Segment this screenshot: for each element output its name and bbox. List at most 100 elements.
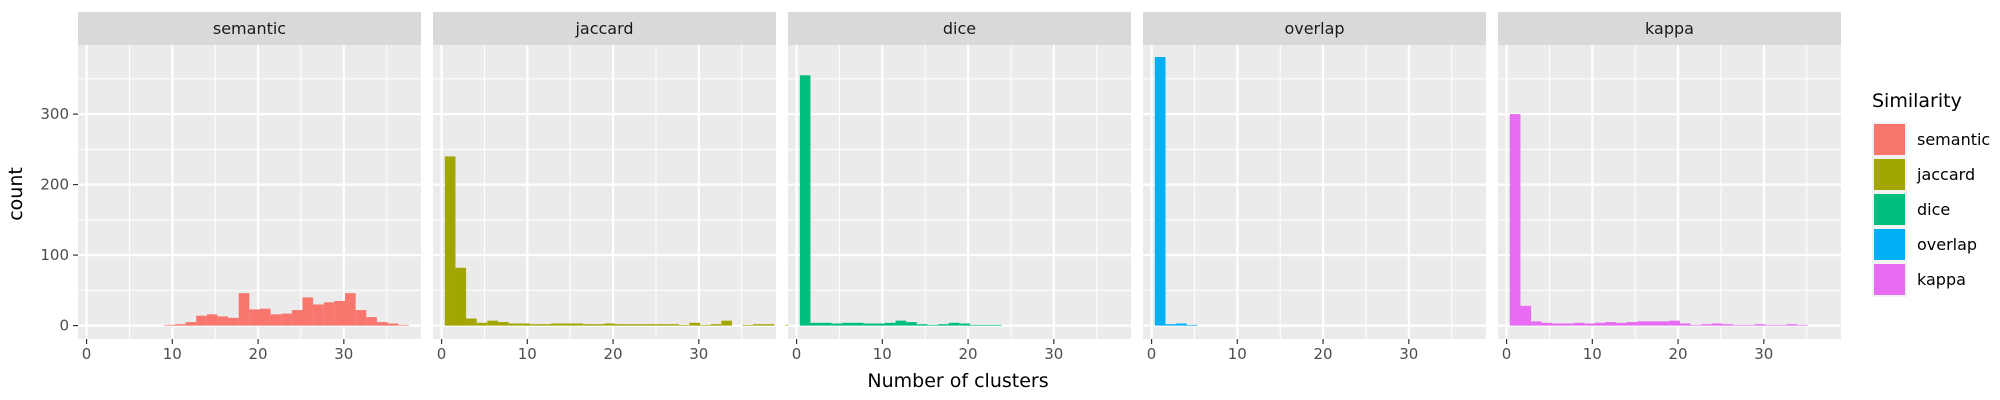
- histogram-bar: [1541, 322, 1553, 326]
- histogram-bar: [668, 324, 679, 326]
- facet-strip-kappa: [1498, 12, 1841, 45]
- legend-label: dice: [1917, 200, 1950, 219]
- y-axis-title: count: [5, 167, 27, 221]
- legend-swatch: [1874, 124, 1905, 155]
- facet-strip-label-semantic: semantic: [213, 19, 286, 38]
- histogram-bar: [874, 323, 885, 326]
- legend-item-overlap: overlap: [1872, 227, 1977, 262]
- facet-jaccard: jaccard 0 10 20 30: [433, 12, 807, 363]
- x-tick-label: 10: [873, 345, 892, 363]
- y-tick-label: 0: [59, 317, 69, 335]
- histogram-bar: [444, 156, 456, 326]
- y-tick-label: 300: [40, 105, 69, 123]
- histogram-bar: [916, 324, 928, 326]
- histogram-bar: [249, 309, 260, 326]
- histogram-bar: [927, 324, 939, 326]
- x-tick-label: 20: [249, 345, 268, 363]
- facet-strip-label-kappa: kappa: [1645, 19, 1694, 38]
- histogram-bar: [742, 324, 754, 326]
- histogram-bar: [884, 322, 896, 326]
- x-tick-label: 30: [1399, 345, 1418, 363]
- histogram-bar: [810, 322, 822, 326]
- histogram-bar: [852, 322, 864, 326]
- histogram-bar: [1637, 321, 1649, 326]
- legend-item-semantic: semantic: [1872, 122, 1990, 157]
- histogram-bar: [1743, 324, 1755, 326]
- histogram-bar: [1648, 321, 1659, 326]
- histogram-bar: [948, 322, 960, 326]
- legend-item-jaccard: jaccard: [1872, 157, 1975, 192]
- histogram-bar: [164, 324, 175, 326]
- histogram-bar: [1690, 324, 1702, 326]
- histogram-bar: [1679, 323, 1691, 326]
- y-tick-label: 200: [40, 176, 69, 194]
- facet-strip-semantic: [78, 12, 421, 45]
- histogram-bar: [376, 322, 388, 326]
- x-tick-label: 0: [1502, 345, 1512, 363]
- facet-kappa: kappa 0 10 20 30: [1498, 12, 1841, 363]
- bars-kappa: [1509, 114, 1808, 326]
- histogram-bar: [763, 324, 775, 326]
- histogram-bar: [487, 320, 498, 326]
- histogram-bar: [821, 322, 832, 326]
- x-tick-label: 0: [437, 345, 447, 363]
- histogram-bar: [959, 323, 970, 326]
- histogram-bar: [387, 323, 399, 326]
- histogram-bar: [519, 323, 530, 326]
- x-tick-label: 10: [1583, 345, 1602, 363]
- histogram-bar: [1701, 324, 1712, 326]
- histogram-bar: [1711, 323, 1723, 326]
- histogram-bar: [906, 322, 917, 326]
- legend-swatch: [1874, 194, 1905, 225]
- bars-semantic: [164, 293, 409, 326]
- facet-strip-label-overlap: overlap: [1284, 19, 1344, 38]
- histogram-bar: [572, 323, 584, 326]
- x-tick-label: 10: [1228, 345, 1247, 363]
- x-tick-label: 0: [792, 345, 802, 363]
- histogram-bar: [636, 324, 647, 326]
- x-tick-label: 20: [604, 345, 623, 363]
- legend-swatch: [1874, 264, 1905, 295]
- histogram-bar: [1573, 322, 1585, 326]
- x-tick-label: 20: [1314, 345, 1333, 363]
- bars-dice: [799, 75, 1002, 326]
- histogram-bar: [366, 317, 377, 326]
- x-tick-label: 0: [1147, 345, 1157, 363]
- histogram-bar: [646, 324, 658, 326]
- histogram-bar: [455, 267, 467, 326]
- legend-swatch: [1874, 159, 1905, 190]
- histogram-bar: [657, 324, 669, 326]
- histogram-bar: [1626, 322, 1638, 326]
- histogram-bar: [228, 317, 239, 326]
- histogram-bar: [1176, 323, 1187, 326]
- legend-label: semantic: [1917, 130, 1990, 149]
- x-tick-label: 30: [334, 345, 353, 363]
- histogram-bar: [174, 324, 186, 326]
- histogram-bar: [1722, 324, 1734, 326]
- histogram-bar: [831, 323, 843, 326]
- legend-item-dice: dice: [1872, 192, 1950, 227]
- histogram-bar: [799, 75, 811, 326]
- facet-strip-dice: [788, 12, 1131, 45]
- histogram-bar: [1509, 114, 1521, 326]
- histogram-bar: [497, 322, 509, 326]
- histogram-bar: [1165, 324, 1177, 326]
- legend-title: Similarity: [1872, 90, 1962, 112]
- histogram-bar: [1786, 324, 1797, 326]
- legend-label: overlap: [1917, 235, 1977, 254]
- histogram-bar: [1594, 322, 1606, 326]
- histogram-bar: [604, 323, 615, 326]
- histogram-bar: [259, 308, 271, 326]
- legend-item-kappa: kappa: [1872, 262, 1966, 297]
- histogram-bar: [1775, 324, 1787, 326]
- histogram-bar: [540, 324, 552, 326]
- histogram-bar: [1186, 324, 1198, 326]
- histogram-bar: [700, 324, 711, 326]
- histogram-bar: [398, 324, 409, 326]
- histogram-bar: [969, 324, 981, 326]
- histogram-bar: [302, 297, 314, 326]
- facet-dice: dice 0 10 20 30: [788, 12, 1131, 363]
- histogram-bar: [710, 324, 722, 326]
- legend-label: kappa: [1917, 270, 1966, 289]
- x-tick-label: 30: [1044, 345, 1063, 363]
